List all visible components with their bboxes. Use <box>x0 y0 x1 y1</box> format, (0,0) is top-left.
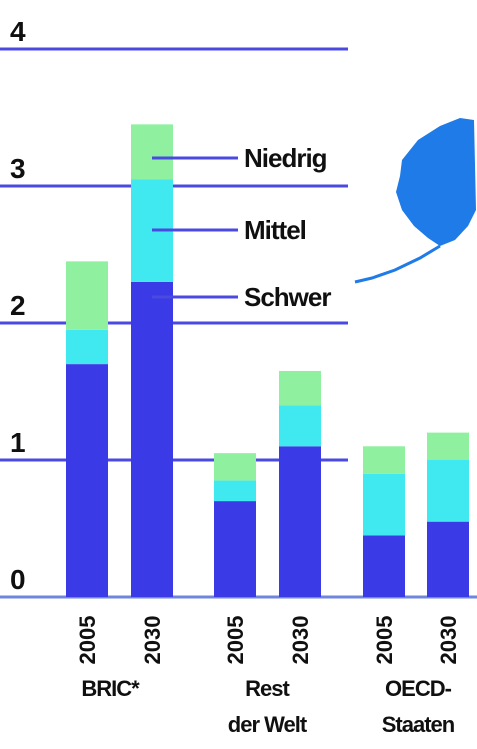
y-tick-label: 0 <box>10 564 26 595</box>
legend-label-niedrig: Niedrig <box>244 143 327 173</box>
bar-segment-schwer <box>363 535 405 597</box>
bar-segment-niedrig <box>131 124 173 180</box>
group-label: BRIC* <box>81 676 140 701</box>
bar-segment-mittel <box>363 473 405 536</box>
legend-label-schwer: Schwer <box>244 282 331 312</box>
group-label: Staaten <box>382 712 455 737</box>
bar-segment-schwer <box>427 521 469 597</box>
bar-segment-niedrig <box>427 432 469 460</box>
y-tick-label: 1 <box>10 427 26 458</box>
x-tick-label-year: 2005 <box>223 616 248 665</box>
bar-segment-niedrig <box>66 261 108 330</box>
bar-segment-mittel <box>279 405 321 447</box>
bar-segment-schwer <box>66 364 108 597</box>
legend: Niedrig Mittel Schwer <box>152 143 332 312</box>
bar-segment-mittel <box>427 460 469 522</box>
bars <box>66 124 469 597</box>
group-label: Rest <box>245 676 290 701</box>
x-tick-label-year: 2030 <box>288 616 313 665</box>
bar-segment-mittel <box>66 329 108 365</box>
alaska-map-shape <box>396 118 476 246</box>
bar-segment-niedrig <box>214 453 256 481</box>
bar-segment-niedrig <box>363 446 405 474</box>
bar-segment-schwer <box>214 501 256 597</box>
x-tick-label-year: 2030 <box>436 616 461 665</box>
y-tick-labels: 0 1 2 3 4 <box>10 16 26 595</box>
group-label: OECD- <box>385 676 452 701</box>
bar-segment-niedrig <box>279 370 321 406</box>
x-tick-label-year: 2005 <box>75 616 100 665</box>
y-tick-label: 4 <box>10 16 26 47</box>
x-tick-label-year: 2005 <box>372 616 397 665</box>
y-tick-label: 3 <box>10 153 26 184</box>
bar-segment-schwer <box>131 281 173 597</box>
bar-segment-schwer <box>279 446 321 597</box>
x-tick-label-year: 2030 <box>140 616 165 665</box>
alaska-map-icon <box>354 118 476 284</box>
alaska-map-tail <box>354 244 441 284</box>
legend-label-mittel: Mittel <box>244 215 306 245</box>
y-tick-label: 2 <box>10 290 26 321</box>
group-label: der Welt <box>228 712 308 737</box>
bar-segment-mittel <box>214 480 256 502</box>
